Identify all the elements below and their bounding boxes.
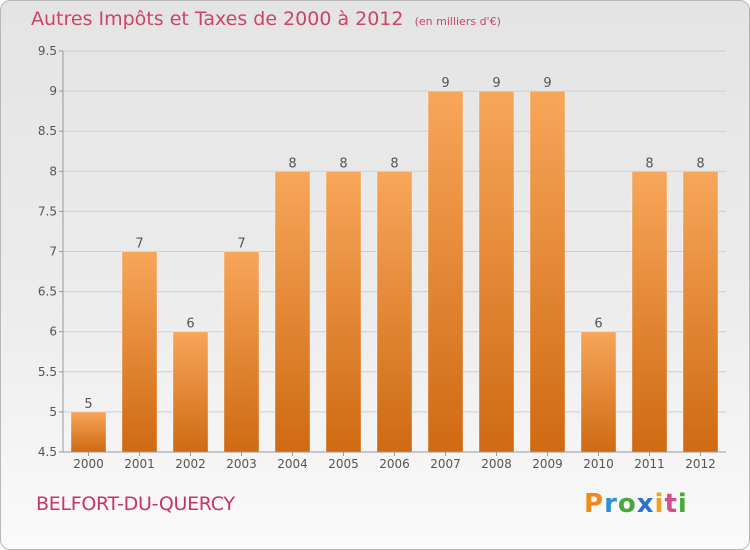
bar — [71, 411, 106, 452]
bar — [479, 91, 514, 452]
x-tick-label: 2002 — [175, 457, 206, 471]
chart-title: Autres Impôts et Taxes de 2000 à 2012 (e… — [31, 8, 501, 30]
bar — [581, 331, 616, 452]
x-tick-label: 2008 — [481, 457, 512, 471]
x-tick-label: 2004 — [277, 457, 308, 471]
x-tick-label: 2010 — [583, 457, 614, 471]
bar — [632, 171, 667, 453]
y-tick-label: 6 — [49, 325, 57, 339]
title-unit: (en milliers d'€) — [414, 15, 501, 28]
y-tick-label: 4.5 — [38, 445, 57, 459]
bar — [683, 171, 718, 453]
bar-value-label: 6 — [186, 317, 194, 332]
x-tick-label: 2000 — [73, 457, 104, 471]
y-tick-label: 5.5 — [38, 365, 57, 379]
y-tick-label: 5 — [49, 405, 57, 419]
title-text: Autres Impôts et Taxes de 2000 à 2012 — [31, 8, 404, 30]
y-tick-label: 8.5 — [38, 124, 57, 138]
x-tick-label: 2001 — [124, 457, 155, 471]
bar-value-label: 7 — [135, 237, 143, 252]
bar-value-label: 9 — [441, 76, 449, 91]
y-tick-label: 7.5 — [38, 204, 57, 218]
y-tick-label: 9.5 — [38, 44, 57, 58]
bar-value-label: 8 — [288, 156, 296, 171]
x-tick-label: 2005 — [328, 457, 359, 471]
x-tick-label: 2007 — [430, 457, 461, 471]
bar — [530, 91, 565, 452]
bar — [173, 331, 208, 452]
bar — [122, 251, 157, 452]
bar — [275, 171, 310, 453]
bar-value-label: 9 — [543, 76, 551, 91]
x-tick-label: 2011 — [634, 457, 665, 471]
bar-value-label: 6 — [594, 317, 602, 332]
x-tick-label: 2003 — [226, 457, 257, 471]
commune-name: BELFORT-DU-QUERCY — [36, 493, 235, 515]
y-tick-label: 6.5 — [38, 285, 57, 299]
y-tick-label: 7 — [49, 245, 57, 259]
bar-value-label: 5 — [84, 397, 92, 412]
bar — [377, 171, 412, 453]
bar — [224, 251, 259, 452]
bar — [326, 171, 361, 453]
bar-value-label: 8 — [390, 156, 398, 171]
x-tick-label: 2012 — [685, 457, 716, 471]
y-tick-label: 9 — [49, 84, 57, 98]
bar-value-label: 7 — [237, 237, 245, 252]
bar-value-label: 9 — [492, 76, 500, 91]
bar-value-label: 8 — [339, 156, 347, 171]
bar — [428, 91, 463, 452]
proxiti-logo[interactable]: Proxiti — [584, 489, 688, 519]
x-tick-label: 2009 — [532, 457, 563, 471]
bar-value-label: 8 — [645, 156, 653, 171]
y-tick-label: 8 — [49, 164, 57, 178]
bar-value-label: 8 — [696, 156, 704, 171]
x-tick-label: 2006 — [379, 457, 410, 471]
